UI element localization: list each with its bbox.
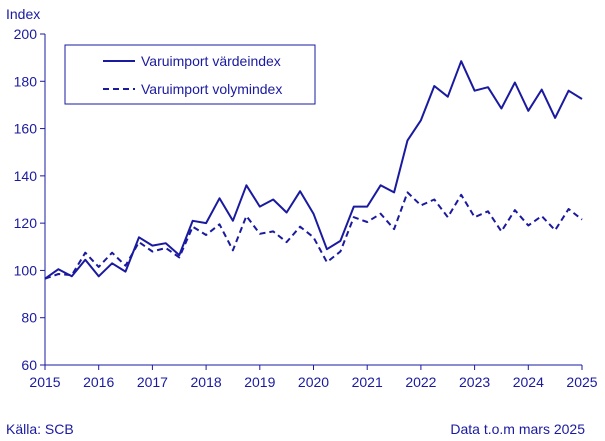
y-tick-label: 140 [14, 168, 38, 184]
x-tick-label: 2023 [459, 374, 490, 390]
series-line-volymindex [44, 191, 583, 280]
x-tick-label: 2017 [137, 374, 168, 390]
legend: Varuimport värdeindex Varuimport volymin… [64, 44, 316, 105]
y-tick-label: 80 [21, 310, 37, 326]
legend-label-vardeindex: Varuimport värdeindex [141, 53, 281, 69]
x-tick-label: 2019 [244, 374, 275, 390]
source-note: Källa: SCB [6, 421, 74, 437]
y-tick-label: 200 [14, 26, 38, 42]
y-tick-label: 180 [14, 73, 38, 89]
x-tick-label: 2016 [83, 374, 114, 390]
y-tick-label: 100 [14, 262, 38, 278]
x-tick-label: 2025 [566, 374, 597, 390]
x-tick-label: 2022 [405, 374, 436, 390]
y-tick-label: 120 [14, 215, 38, 231]
x-tick-label: 2020 [298, 374, 329, 390]
legend-label-volymindex: Varuimport volymindex [141, 81, 282, 97]
y-tick-label: 160 [14, 121, 38, 137]
axes: 60 80 100 120 140 160 180 200 2015 2016 2017 2018 20… [14, 26, 598, 390]
x-tick-label: 2015 [29, 374, 60, 390]
x-tick-label: 2021 [352, 374, 383, 390]
plot-area [44, 60, 583, 280]
y-tick-label: 60 [21, 357, 37, 373]
y-axis-label: Index [6, 6, 40, 22]
legend-box [64, 44, 316, 105]
data-period-note: Data t.o.m mars 2025 [450, 421, 585, 437]
x-tick-label: 2024 [513, 374, 544, 390]
x-tick-label: 2018 [191, 374, 222, 390]
